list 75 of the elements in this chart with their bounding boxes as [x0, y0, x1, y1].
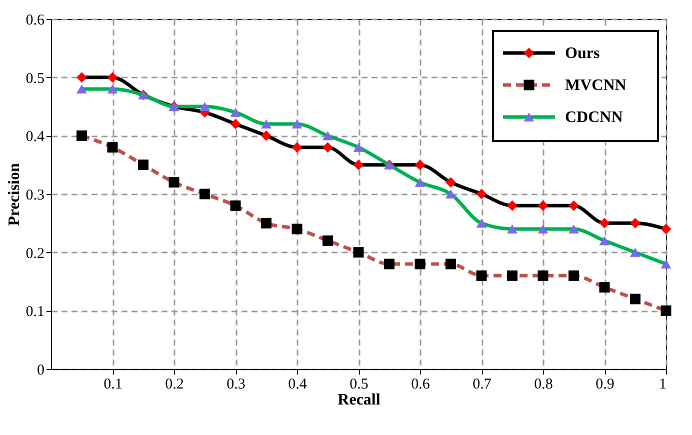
point: [507, 270, 518, 281]
point: [292, 119, 302, 129]
x-tick-label: 0.5: [350, 376, 368, 392]
point: [168, 177, 180, 188]
y-axis-title: Precision: [6, 163, 23, 226]
point: [476, 270, 487, 281]
legend-label: MVCNN: [565, 77, 627, 94]
point: [568, 224, 579, 234]
point: [200, 188, 210, 200]
point: [292, 224, 302, 234]
point: [476, 218, 487, 228]
point: [107, 84, 118, 94]
point: [538, 224, 548, 234]
x-tick-label: 1: [659, 376, 666, 392]
point: [630, 294, 640, 304]
x-tick-label: 0.7: [472, 376, 492, 392]
point: [230, 118, 241, 130]
point: [476, 188, 487, 200]
point: [507, 224, 518, 234]
point: [353, 160, 364, 170]
point: [538, 200, 548, 211]
x-tick-label: 0.9: [596, 376, 614, 392]
y-tick-label: 0.1: [26, 304, 44, 320]
point: [446, 258, 456, 270]
point: [599, 218, 610, 228]
point: [630, 248, 640, 257]
y-tick-label: 0: [37, 362, 44, 378]
y-tick-label: 0.4: [26, 129, 45, 146]
point: [414, 178, 426, 187]
legend-label: Ours: [565, 45, 600, 62]
point: [353, 142, 364, 152]
point: [353, 247, 364, 258]
point: [107, 142, 118, 153]
point: [507, 200, 518, 211]
point: [568, 270, 579, 281]
x-axis-title: Recall: [338, 392, 381, 408]
point: [230, 108, 241, 117]
y-tick-label: 0.3: [26, 188, 44, 204]
point: [261, 130, 272, 141]
x-tick-label: 0.6: [411, 376, 430, 392]
y-tick-label: 0.6: [26, 12, 45, 28]
point: [446, 177, 456, 188]
x-tick-label: 0.3: [226, 376, 246, 392]
point: [138, 160, 148, 170]
point: [322, 235, 333, 246]
x-tick-label: 0.1: [104, 376, 122, 392]
point: [292, 142, 302, 153]
point: [200, 102, 210, 112]
point: [384, 258, 394, 270]
point: [76, 130, 87, 141]
point: [630, 218, 640, 228]
point: [261, 119, 272, 129]
x-tick-label: 0.2: [165, 376, 184, 392]
point: [107, 72, 118, 83]
legend-label: CDCNN: [565, 109, 624, 126]
y-tick-label: 0.5: [26, 70, 44, 87]
point: [599, 282, 610, 293]
point: [414, 160, 426, 170]
point: [599, 236, 610, 246]
point: [660, 224, 672, 234]
point: [538, 270, 548, 281]
y-tick-label: 0.2: [26, 246, 44, 262]
point: [322, 131, 333, 140]
point: [322, 142, 333, 153]
x-tick-label: 0.4: [288, 376, 308, 392]
point: [660, 305, 672, 316]
point: [446, 189, 456, 199]
point: [261, 218, 272, 228]
x-tick-label: 0.8: [534, 376, 553, 392]
point: [660, 259, 672, 269]
point: [76, 72, 87, 83]
point: [414, 258, 426, 270]
point: [568, 200, 579, 211]
point: [76, 84, 87, 94]
point: [230, 200, 241, 211]
